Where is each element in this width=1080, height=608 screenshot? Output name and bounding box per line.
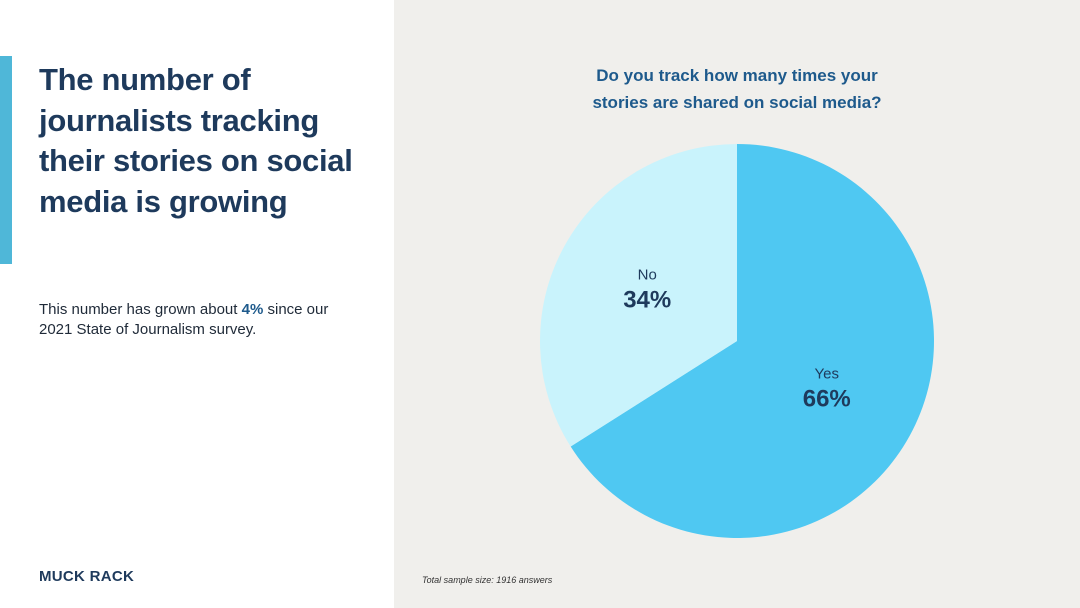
slice-label-no: No: [638, 267, 657, 284]
chart-title-line-1: Do you track how many times your: [596, 66, 878, 85]
slice-value-no: 34%: [623, 287, 671, 314]
accent-bar: [0, 56, 12, 264]
left-panel: The number of journalists tracking their…: [0, 0, 394, 608]
slice-value-yes: 66%: [803, 385, 851, 412]
subtext: This number has grown about 4% since our…: [39, 300, 339, 340]
footnote: Total sample size: 1916 answers: [422, 575, 553, 585]
subtext-highlight: 4%: [241, 301, 264, 318]
pie-slice-no: [540, 144, 737, 447]
subtext-lead: This number has grown about: [39, 301, 242, 318]
chart-panel: Do you track how many times your stories…: [394, 0, 1080, 608]
chart-title-line-2: stories are shared on social media?: [592, 93, 882, 112]
pie-chart: Yes 66% No 34%: [540, 144, 934, 538]
brand-logo: MUCK RACK: [39, 568, 135, 585]
chart-title: Do you track how many times your stories…: [394, 62, 1080, 116]
slice-label-yes: Yes: [815, 365, 839, 382]
headline: The number of journalists tracking their…: [39, 62, 353, 219]
subtext-tail: since our 2021 State of Journalism surve…: [39, 301, 329, 338]
pie-slice-yes: [570, 144, 934, 538]
